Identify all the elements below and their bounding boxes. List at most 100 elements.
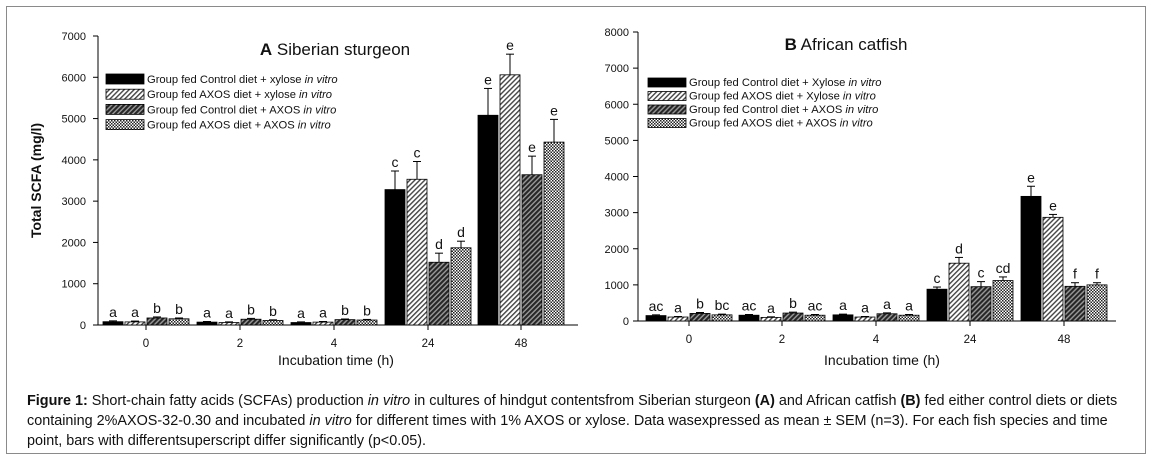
bar bbox=[1042, 216, 1064, 322]
x-axis-label: Incubation time (h) bbox=[278, 352, 394, 368]
significance-label: b bbox=[696, 296, 704, 312]
legend-swatch bbox=[105, 104, 145, 115]
significance-label: d bbox=[955, 240, 963, 256]
bar bbox=[854, 316, 876, 322]
x-tick-label: 48 bbox=[1058, 334, 1071, 346]
significance-label: cd bbox=[996, 260, 1011, 276]
legend-name: Group fed AXOS diet + xylose bbox=[147, 89, 296, 101]
bar bbox=[146, 317, 168, 326]
significance-label: b bbox=[341, 302, 349, 318]
caption-segment: in cultures of hindgut contentsfrom Sibe… bbox=[410, 393, 755, 409]
y-tick-label: 3000 bbox=[605, 208, 629, 220]
caption-prefix: Figure 1: bbox=[27, 393, 88, 409]
bar bbox=[262, 320, 284, 326]
legend-name: Group fed AXOS diet + AXOS bbox=[147, 120, 295, 132]
bar bbox=[428, 261, 450, 326]
y-tick-label: 8000 bbox=[605, 27, 629, 39]
significance-label: a bbox=[905, 297, 913, 313]
significance-label: a bbox=[839, 297, 847, 313]
figure-caption: Figure 1: Short-chain fatty acids (SCFAs… bbox=[27, 391, 1139, 451]
legend-entry: Group fed Control diet + Xylose in vitro bbox=[689, 77, 881, 89]
significance-label: c bbox=[978, 265, 985, 281]
bar bbox=[543, 141, 565, 326]
x-tick-label: 4 bbox=[331, 338, 338, 350]
bar bbox=[450, 247, 472, 326]
chart-title-text: Siberian sturgeon bbox=[272, 40, 410, 59]
bar bbox=[948, 262, 970, 322]
significance-label: ac bbox=[742, 297, 757, 313]
bar bbox=[196, 321, 218, 326]
legend-swatch bbox=[105, 73, 145, 85]
bar bbox=[521, 174, 543, 326]
legend-entry: Group fed AXOS diet + Xylose in vitro bbox=[689, 91, 876, 103]
caption-segment: in vitro bbox=[367, 393, 411, 409]
x-tick-label: 2 bbox=[779, 334, 785, 346]
bar bbox=[1064, 285, 1086, 322]
bar bbox=[406, 178, 428, 326]
chart-title-letter: A bbox=[260, 40, 272, 59]
bar bbox=[477, 114, 499, 326]
caption-segment: (B) bbox=[900, 393, 921, 409]
figure-frame bbox=[6, 6, 1146, 454]
y-tick-label: 5000 bbox=[605, 135, 629, 147]
bar bbox=[667, 316, 689, 322]
legend-name-italic: in vitro bbox=[837, 118, 873, 130]
bar bbox=[168, 318, 190, 326]
bar bbox=[102, 321, 124, 326]
chart-title: B African catfish bbox=[785, 35, 908, 54]
bar bbox=[290, 322, 312, 326]
significance-label: bc bbox=[715, 297, 730, 313]
significance-label: b bbox=[153, 300, 161, 316]
x-tick-label: 4 bbox=[873, 334, 880, 346]
bar bbox=[711, 314, 733, 322]
legend-name: Group fed Control diet + AXOS bbox=[147, 104, 300, 116]
legend-name-italic: in vitro bbox=[295, 120, 331, 132]
legend-swatch bbox=[647, 91, 687, 101]
legend-name: Group fed Control diet + xylose bbox=[147, 74, 302, 86]
significance-label: a bbox=[297, 305, 305, 321]
bar bbox=[218, 322, 240, 326]
significance-label: e bbox=[1027, 169, 1035, 185]
y-axis-label: Total SCFA (mg/l) bbox=[28, 123, 44, 238]
bar bbox=[992, 280, 1014, 322]
legend-entry: Group fed Control diet + xylose in vitro bbox=[147, 74, 338, 86]
bar bbox=[970, 286, 992, 322]
significance-label: a bbox=[674, 299, 682, 315]
significance-label: f bbox=[1095, 266, 1099, 282]
bar bbox=[760, 316, 782, 322]
caption-segment: fed either control diets or diets contai… bbox=[27, 393, 1118, 429]
y-tick-label: 2000 bbox=[605, 244, 629, 256]
legend-name-italic: in vitro bbox=[296, 89, 332, 101]
legend-name-italic: in vitro bbox=[845, 77, 881, 89]
significance-label: c bbox=[934, 270, 941, 286]
legend-entry: Group fed Control diet + AXOS in vitro bbox=[147, 104, 336, 116]
significance-label: b bbox=[247, 301, 255, 317]
legend-swatch bbox=[105, 88, 145, 100]
x-tick-label: 0 bbox=[143, 338, 149, 350]
bar bbox=[384, 189, 406, 326]
legend-name: Group fed Control diet + Xylose bbox=[689, 77, 845, 89]
significance-label: a bbox=[861, 299, 869, 315]
significance-label: e bbox=[506, 37, 514, 53]
significance-label: d bbox=[435, 236, 443, 252]
significance-label: b bbox=[789, 295, 797, 311]
bar bbox=[689, 313, 711, 322]
legend-name: Group fed AXOS diet + AXOS bbox=[689, 118, 837, 130]
bar bbox=[782, 312, 804, 322]
significance-label: d bbox=[457, 224, 465, 240]
y-tick-label: 7000 bbox=[605, 63, 629, 75]
bar bbox=[926, 288, 948, 322]
legend-swatch bbox=[105, 119, 145, 130]
x-axis-label: Incubation time (h) bbox=[824, 352, 940, 368]
caption-body: Short-chain fatty acids (SCFAs) producti… bbox=[27, 393, 1117, 449]
legend-name-italic: in vitro bbox=[842, 104, 878, 116]
bar bbox=[240, 318, 262, 326]
significance-label: a bbox=[109, 304, 117, 320]
legend-swatch bbox=[647, 118, 687, 128]
significance-label: e bbox=[1049, 197, 1057, 213]
y-tick-label: 6000 bbox=[605, 99, 629, 111]
legend-name-italic: in vitro bbox=[300, 104, 336, 116]
